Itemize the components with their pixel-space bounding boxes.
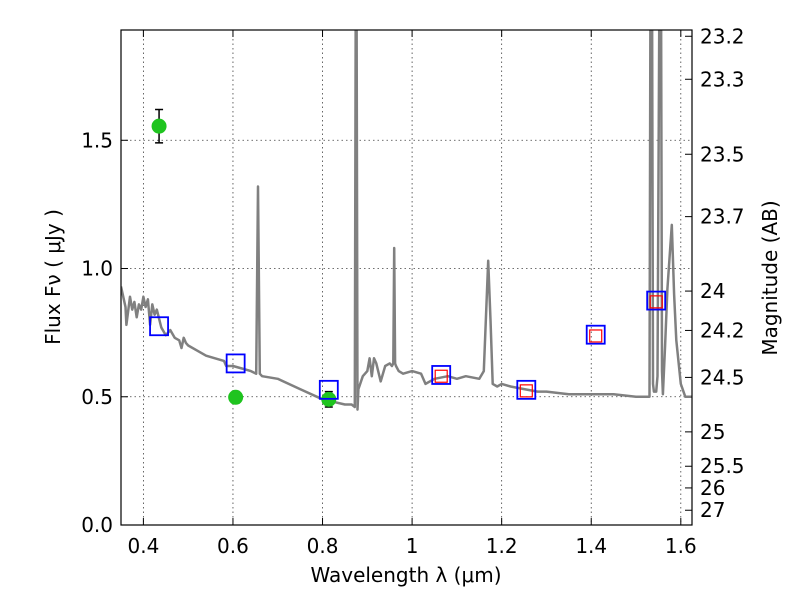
mag-tick-label: 24.5 (700, 365, 745, 389)
observed-square (649, 295, 663, 309)
model-square (431, 365, 452, 385)
grid (121, 30, 692, 525)
y-axis-title: Flux Fν ( μJy ) (41, 209, 65, 345)
mag-tick-label: 27 (700, 498, 725, 522)
model-square (149, 316, 169, 337)
x-tick-label: 0.4 (127, 534, 159, 558)
mag-tick-label: 23.5 (700, 142, 745, 166)
x-tick-label: 0.8 (307, 534, 339, 558)
tick-label-layer: 0.4 0.6 0.8 1 1.2 1.4 1.6 0.0 0.5 1.0 1.5 23.2 23.3 2… (81, 24, 744, 558)
mag-tick-label: 24.2 (700, 318, 745, 342)
observed-square (589, 329, 603, 343)
y-tick-label: 0.0 (81, 513, 113, 537)
model-square (585, 324, 606, 345)
observed-square (519, 384, 533, 398)
model-square (516, 379, 537, 400)
y-tick-label: 1.5 (81, 128, 113, 152)
x-tick-label: 1.6 (665, 534, 697, 558)
mag-tick-label: 23.3 (700, 67, 745, 91)
sed-line (121, 30, 692, 411)
x-axis-title: Wavelength λ (μm) (310, 563, 501, 587)
x-tick-label: 1.4 (575, 534, 607, 558)
mag-tick-label: 24 (700, 279, 725, 303)
y-tick-label: 0.5 (81, 385, 113, 409)
mag-tick-label: 26 (700, 476, 725, 500)
mag-tick-label: 23.7 (700, 205, 745, 229)
model-square (318, 379, 339, 400)
mag-tick-label: 23.2 (700, 24, 745, 48)
sed-layer (121, 30, 692, 411)
mag-tick-label: 25.5 (700, 454, 745, 478)
tick-layer (121, 30, 692, 526)
observed-square (434, 369, 448, 383)
x-tick-label: 1 (406, 534, 419, 558)
photometry-point (228, 389, 244, 405)
mag-tick-label: 25 (700, 420, 725, 444)
y-axis-title-right: Magnitude (AB) (758, 200, 782, 355)
plot-frame (120, 29, 693, 526)
photometry-point (151, 118, 167, 134)
y-tick-label: 1.0 (81, 257, 113, 281)
marker-layer (149, 108, 667, 408)
model-square (646, 290, 667, 311)
x-tick-label: 0.6 (217, 534, 249, 558)
model-square (225, 353, 246, 374)
x-tick-label: 1.2 (486, 534, 518, 558)
